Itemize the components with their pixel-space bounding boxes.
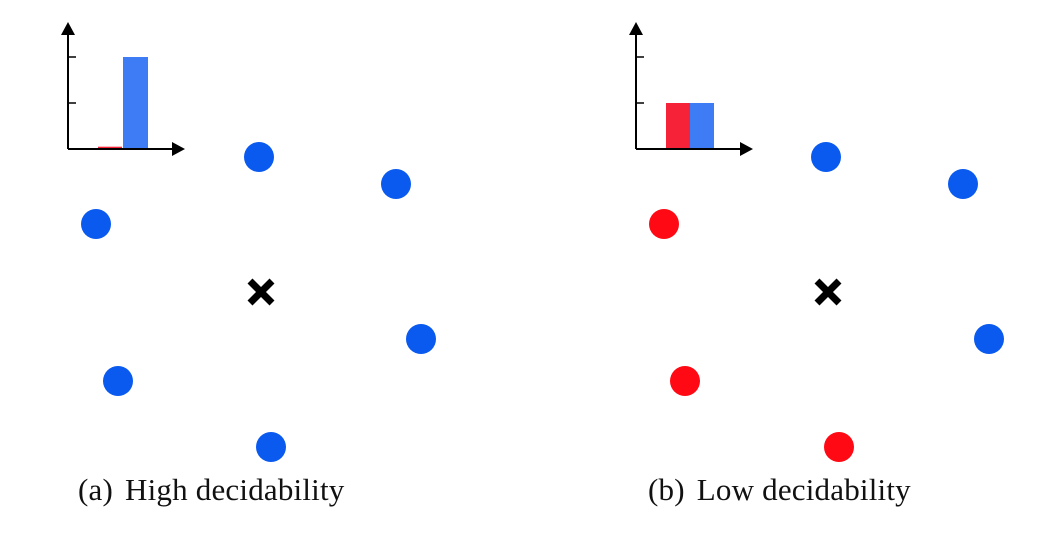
neighbor-point-blue: [381, 169, 411, 199]
x-axis-arrow-icon: [172, 142, 185, 156]
y-axis-arrow-icon: [629, 22, 643, 35]
histogram-bar-red: [98, 146, 122, 149]
panel-b: (b) Low decidability: [567, 0, 1057, 533]
caption-a-text: High decidability: [125, 472, 345, 507]
neighbor-point-red: [649, 209, 679, 239]
caption-b: (b) Low decidability: [648, 472, 911, 508]
histogram-inset-a: [61, 22, 185, 156]
y-axis-arrow-icon: [61, 22, 75, 35]
histogram-bar-blue: [123, 57, 148, 149]
neighbor-point-blue: [406, 324, 436, 354]
neighbor-point-blue: [948, 169, 978, 199]
neighbor-point-red: [824, 432, 854, 462]
neighbor-point-blue: [244, 142, 274, 172]
panel-a-diagram: [61, 22, 436, 462]
query-point-cross-icon: [247, 278, 275, 306]
query-point-cross-icon: [814, 278, 842, 306]
neighbor-point-red: [670, 366, 700, 396]
neighbor-point-blue: [256, 432, 286, 462]
panel-b-diagram: [629, 22, 1004, 462]
caption-a: (a) High decidability: [78, 472, 345, 508]
caption-a-label: (a): [78, 472, 114, 507]
histogram-bar-red: [666, 103, 690, 149]
neighbor-point-blue: [103, 366, 133, 396]
panel-a: (a) High decidability: [0, 0, 528, 533]
histogram-bar-blue: [690, 103, 714, 149]
caption-b-label: (b): [648, 472, 685, 507]
histogram-inset-b: [629, 22, 753, 156]
neighbor-point-blue: [974, 324, 1004, 354]
neighbor-point-blue: [81, 209, 111, 239]
neighbor-point-blue: [811, 142, 841, 172]
caption-b-text: Low decidability: [696, 472, 911, 507]
x-axis-arrow-icon: [740, 142, 753, 156]
